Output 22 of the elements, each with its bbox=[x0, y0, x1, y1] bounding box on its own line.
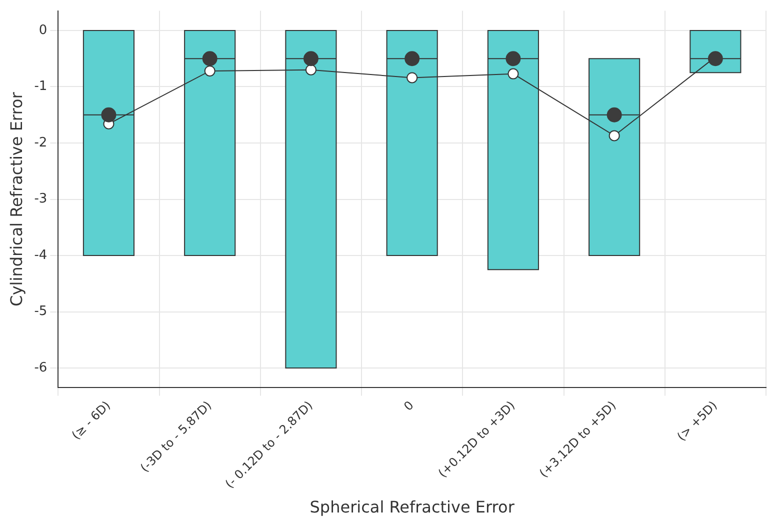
point bbox=[406, 72, 418, 84]
point bbox=[303, 51, 318, 66]
point bbox=[305, 64, 316, 76]
y-tick-label: -3 bbox=[34, 192, 48, 207]
y-tick-label: -5 bbox=[34, 304, 48, 320]
y-tick-label: 0 bbox=[38, 22, 48, 38]
point bbox=[204, 65, 216, 76]
x-tick-label: (≥ - 6D) bbox=[69, 398, 114, 442]
y-axis-title: Cylindrical Refractive Error bbox=[6, 92, 26, 306]
y-tick-label: -1 bbox=[34, 79, 48, 94]
point bbox=[608, 130, 620, 142]
x-axis-title: Spherical Refractive Error bbox=[310, 498, 515, 517]
point bbox=[202, 51, 218, 66]
point bbox=[404, 51, 420, 66]
x-tick-label: 0 bbox=[401, 398, 416, 414]
point bbox=[606, 107, 622, 122]
y-tick-label: -6 bbox=[34, 360, 48, 376]
point bbox=[508, 68, 519, 80]
y-tick-label: -4 bbox=[34, 248, 48, 263]
point bbox=[101, 107, 116, 122]
point bbox=[506, 51, 521, 66]
y-tick-label: -2 bbox=[34, 135, 48, 150]
